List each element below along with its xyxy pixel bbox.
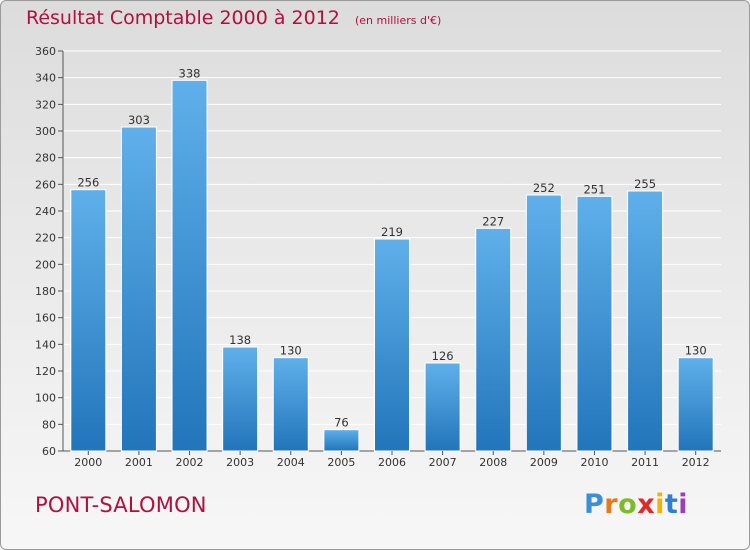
bar (272, 357, 309, 452)
x-tick-label: 2011 (631, 456, 659, 469)
bar (171, 79, 208, 452)
y-tick-label: 220 (35, 232, 56, 245)
logo-letter: t (664, 489, 679, 520)
bar-value-label: 130 (685, 344, 707, 358)
x-tick-label: 2012 (682, 456, 710, 469)
x-tick-label: 2009 (530, 456, 558, 469)
logo-letter: P (584, 489, 605, 520)
bar (120, 126, 157, 452)
bar (424, 362, 461, 452)
y-tick-label: 60 (42, 445, 56, 458)
y-tick-label: 160 (35, 312, 56, 325)
bar-value-label: 252 (533, 181, 555, 195)
bar-value-label: 76 (334, 416, 349, 430)
chart-subtitle: (en milliers d'€) (354, 14, 442, 27)
y-tick-label: 140 (35, 338, 56, 351)
x-tick-label: 2002 (176, 456, 204, 469)
bar-value-label: 219 (381, 225, 403, 239)
bar-value-label: 303 (128, 113, 150, 127)
bar-value-label: 256 (77, 176, 99, 190)
bar (222, 346, 259, 452)
bar-value-label: 130 (280, 344, 302, 358)
bar (525, 194, 562, 452)
bar-value-label: 251 (583, 182, 605, 196)
x-tick-label: 2007 (429, 456, 457, 469)
proxiti-logo[interactable]: Proxiti (584, 489, 688, 520)
logo-letter: r (604, 489, 619, 520)
bar (323, 429, 360, 452)
bar (374, 238, 410, 452)
y-tick-label: 300 (35, 125, 56, 138)
bar (576, 195, 613, 452)
y-tick-label: 100 (35, 392, 56, 405)
bar-value-label: 338 (179, 66, 201, 80)
x-tick-label: 2001 (125, 456, 153, 469)
x-tick-label: 2003 (226, 456, 254, 469)
bar-value-label: 138 (229, 333, 251, 347)
y-tick-label: 280 (35, 152, 56, 165)
y-tick-label: 80 (42, 418, 56, 431)
logo-letter: x (637, 489, 656, 520)
y-tick-label: 200 (35, 258, 56, 271)
logo-letter: i (678, 489, 689, 520)
bar (677, 357, 714, 452)
logo-letter: o (618, 489, 638, 520)
x-tick-label: 2010 (580, 456, 608, 469)
x-tick-label: 2000 (74, 456, 102, 469)
commune-name: PONT-SALOMON (35, 493, 207, 517)
bar-value-label: 126 (432, 349, 454, 363)
bar (475, 227, 512, 452)
bar-value-label: 255 (634, 177, 656, 191)
bar-value-label: 227 (482, 214, 504, 228)
x-tick-label: 2005 (327, 456, 355, 469)
y-tick-label: 340 (35, 72, 56, 85)
x-tick-label: 2004 (277, 456, 305, 469)
chart-header: Résultat Comptable 2000 à 2012 (en milli… (26, 7, 441, 29)
x-tick-label: 2008 (479, 456, 507, 469)
bar (70, 189, 107, 452)
y-tick-label: 260 (35, 178, 56, 191)
y-tick-label: 120 (35, 365, 56, 378)
x-tick-label: 2006 (378, 456, 406, 469)
y-tick-label: 320 (35, 98, 56, 111)
chart-title: Résultat Comptable 2000 à 2012 (26, 7, 340, 29)
y-tick-label: 360 (35, 45, 56, 58)
logo-letter: i (655, 489, 665, 520)
y-tick-label: 240 (35, 205, 56, 218)
bar (627, 190, 664, 452)
y-tick-label: 180 (35, 285, 56, 298)
